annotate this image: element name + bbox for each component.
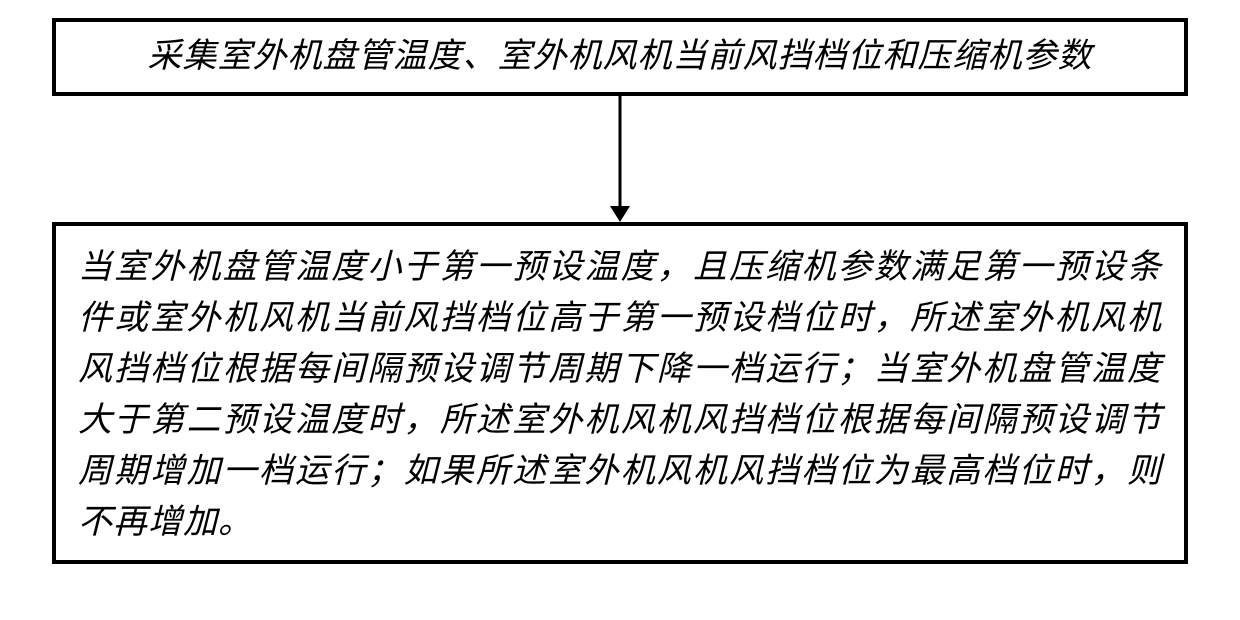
flowchart-canvas: 采集室外机盘管温度、室外机风机当前风挡档位和压缩机参数当室外机盘管温度小于第一预… — [0, 0, 1240, 620]
flowchart-edge-n1-n2 — [604, 80, 636, 238]
flowchart-node-text-n2: 当室外机盘管温度小于第一预设温度，且压缩机参数满足第一预设条件或室外机风机当前风… — [56, 226, 1184, 560]
flowchart-node-n2: 当室外机盘管温度小于第一预设温度，且压缩机参数满足第一预设条件或室外机风机当前风… — [52, 222, 1188, 564]
